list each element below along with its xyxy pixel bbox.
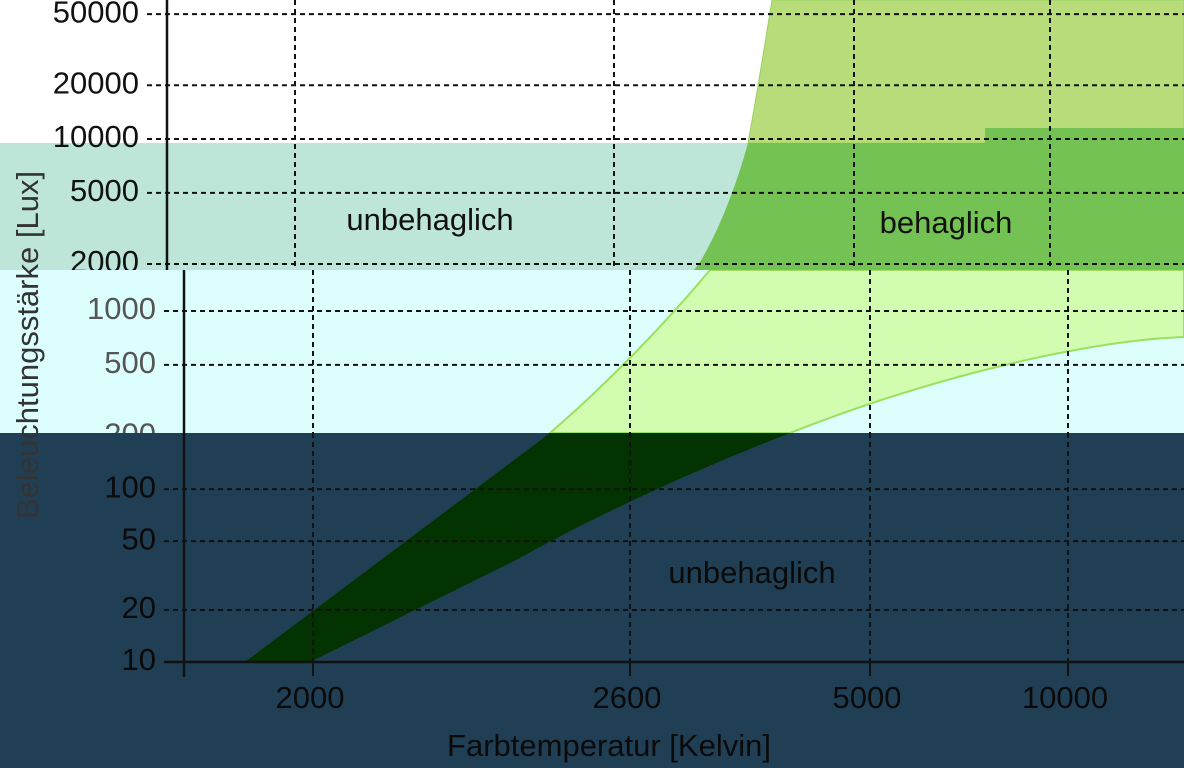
y-tick-label: 50 <box>122 521 156 556</box>
x-axis-title: Farbtemperatur [Kelvin] <box>447 728 771 763</box>
y-tick-label: 20 <box>122 590 156 625</box>
annotation: unbehaglich <box>346 202 513 237</box>
panel-bottom: 100 50 20 10 unbehaglich 2000 2600 5000 10000 Far… <box>0 433 1184 768</box>
y-tick-label: 10000 <box>53 119 139 154</box>
x-tick-label: 2600 <box>593 680 662 715</box>
y-tick-label: 100 <box>104 469 156 504</box>
y-tick-label: 1000 <box>87 291 156 326</box>
x-tick-label: 10000 <box>1022 680 1108 715</box>
y-tick-label: 5000 <box>70 173 139 208</box>
annotation: unbehaglich <box>668 555 835 590</box>
y-tick-label: 2000 <box>70 244 139 270</box>
y-tick-label: 500 <box>104 345 156 380</box>
x-tick-label: 2000 <box>276 680 345 715</box>
comfort-zone <box>694 128 1184 270</box>
x-tick-label: 5000 <box>833 680 902 715</box>
panel-top: 50000 20000 10000 5000 2000 unbehaglich behagl… <box>0 0 1184 270</box>
y-tick-label: 20000 <box>53 65 139 100</box>
comfort-zone <box>245 433 790 662</box>
y-tick-label: 50000 <box>53 0 139 29</box>
comfort-zone <box>747 0 1184 144</box>
y-tick-label: 10 <box>122 642 156 677</box>
annotation: behaglich <box>880 205 1013 240</box>
